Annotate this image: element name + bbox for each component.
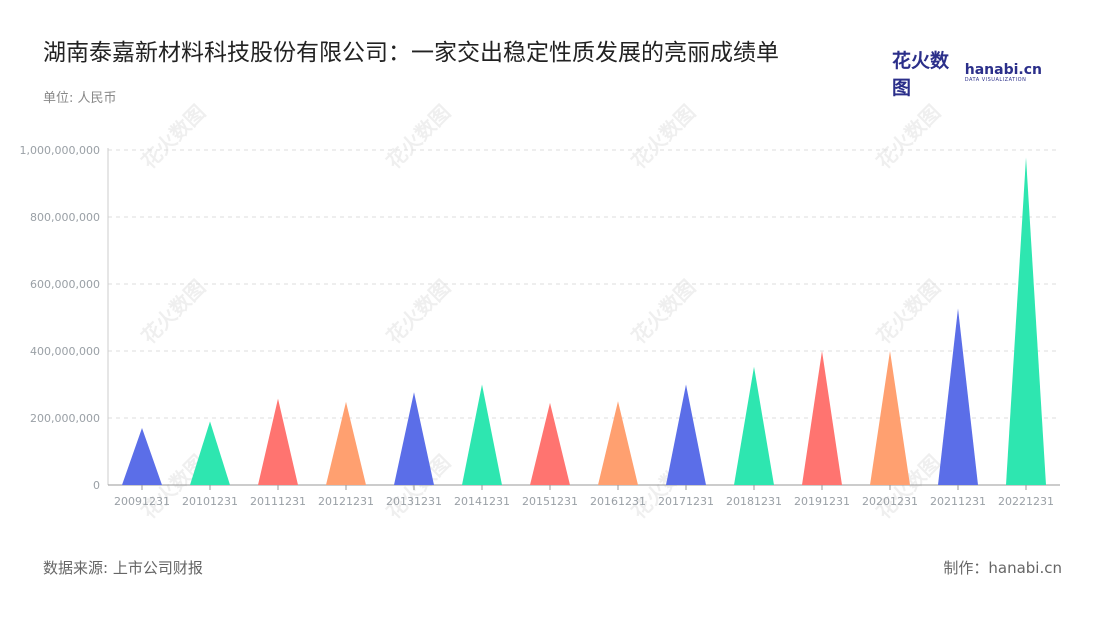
bar-mark-20121231 xyxy=(326,401,366,485)
credit-text: 制作：hanabi.cn xyxy=(943,559,1062,577)
watermark-text: 花火数图 xyxy=(137,275,211,349)
x-tick-label: 20171231 xyxy=(658,495,714,508)
x-tick-label: 20101231 xyxy=(182,495,238,508)
x-tick-label: 20151231 xyxy=(522,495,578,508)
bar-mark-20151231 xyxy=(530,402,570,485)
y-tick-label: 200,000,000 xyxy=(30,412,100,425)
bar-mark-20201231 xyxy=(870,351,910,485)
bar-mark-20131231 xyxy=(394,392,434,485)
watermark-text: 花火数图 xyxy=(872,275,946,349)
bar-mark-20141231 xyxy=(462,384,502,485)
y-tick-label: 400,000,000 xyxy=(30,345,100,358)
watermark-text: 花火数图 xyxy=(137,100,211,174)
x-tick-label: 20211231 xyxy=(930,495,986,508)
x-tick-label: 20091231 xyxy=(114,495,170,508)
brand-logo: 花火数图 hanabi.cn DATA VISUALIZATION xyxy=(892,50,1042,99)
data-source: 数据来源: 上市公司财报 xyxy=(43,559,203,577)
chart-marks xyxy=(122,157,1046,485)
watermark-text: 花火数图 xyxy=(382,275,456,349)
bar-mark-20091231 xyxy=(122,428,162,485)
x-tick-label: 20191231 xyxy=(794,495,850,508)
bar-mark-20211231 xyxy=(938,308,978,485)
x-tick-label: 20131231 xyxy=(386,495,442,508)
y-tick-label: 1,000,000,000 xyxy=(20,144,100,157)
x-tick-labels: 20091231 20101231 20111231 20121231 20131231… xyxy=(114,495,1054,508)
bar-mark-20111231 xyxy=(258,398,298,485)
unit-label: 单位: 人民币 xyxy=(43,91,117,106)
x-tick-label: 20161231 xyxy=(590,495,646,508)
watermark-text: 花火数图 xyxy=(627,275,701,349)
bar-mark-20161231 xyxy=(598,401,638,485)
y-tick-labels: 0 200,000,000 400,000,000 600,000,000 800,00… xyxy=(20,144,100,492)
watermark-text: 花火数图 xyxy=(872,100,946,174)
y-tick-label: 800,000,000 xyxy=(30,211,100,224)
x-tick-label: 20141231 xyxy=(454,495,510,508)
watermark-text: 花火数图 xyxy=(382,100,456,174)
grid-lines xyxy=(108,149,1060,419)
bar-mark-20191231 xyxy=(802,351,842,485)
bar-mark-20181231 xyxy=(734,366,774,485)
chart-title: 湖南泰嘉新材料科技股份有限公司：一家交出稳定性质发展的亮丽成绩单 xyxy=(43,40,779,66)
x-tick-label: 20181231 xyxy=(726,495,782,508)
watermark-text: 花火数图 xyxy=(627,100,701,174)
x-tick-label: 20221231 xyxy=(998,495,1054,508)
logo-en-text: hanabi.cn xyxy=(964,62,1042,78)
bar-mark-20171231 xyxy=(666,384,706,485)
x-tick-label: 20121231 xyxy=(318,495,374,508)
bar-mark-20101231 xyxy=(190,421,230,485)
logo-cn-text: 花火数图 xyxy=(892,50,950,99)
logo-sub-text: DATA VISUALIZATION xyxy=(964,77,1027,83)
y-tick-label: 600,000,000 xyxy=(30,278,100,291)
x-tick-label: 20201231 xyxy=(862,495,918,508)
x-tick-label: 20111231 xyxy=(250,495,306,508)
y-tick-label: 0 xyxy=(93,479,100,492)
bar-mark-20221231 xyxy=(1006,157,1046,485)
